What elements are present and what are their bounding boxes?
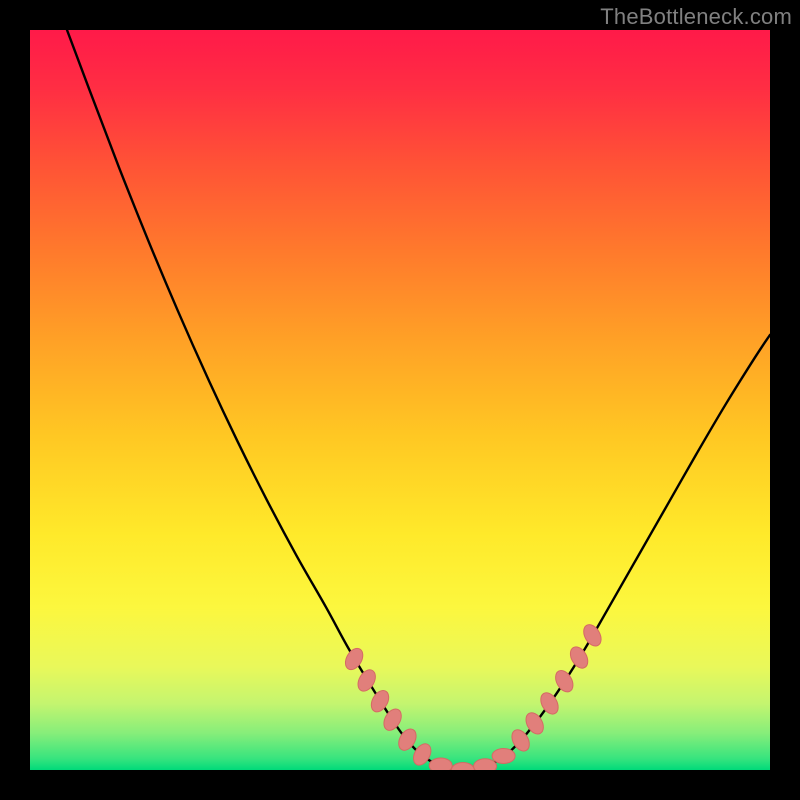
curve-marker [492,748,515,763]
chart-frame [0,0,800,800]
bottleneck-chart [0,0,800,800]
plot-background-gradient [30,30,770,770]
watermark-text: TheBottleneck.com [600,4,792,30]
